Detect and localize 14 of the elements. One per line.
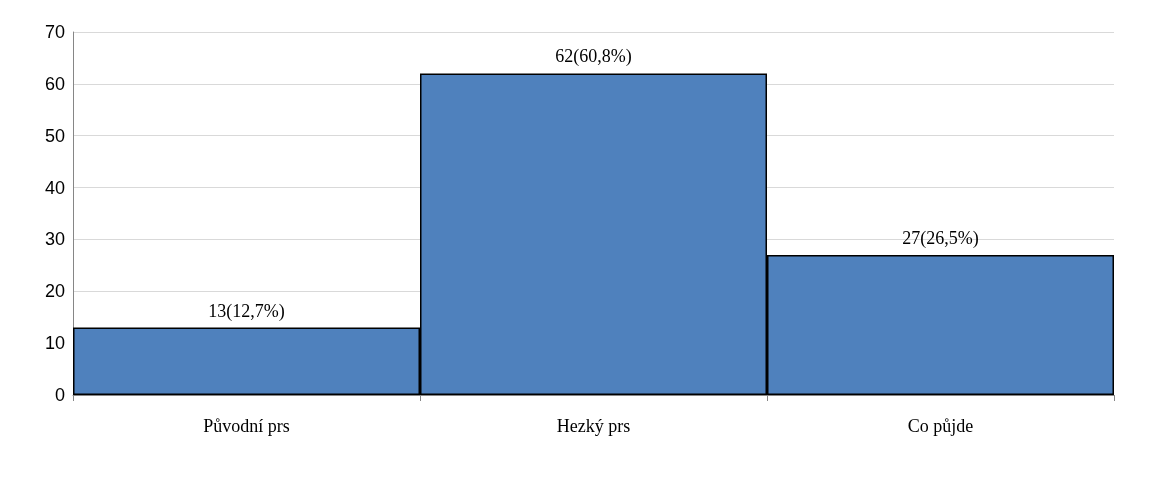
data-label: 27(26,5%): [902, 227, 979, 249]
data-label: 62(60,8%): [555, 46, 632, 68]
y-tick-label: 60: [44, 73, 65, 94]
x-tick-label: Původní prs: [203, 416, 290, 436]
x-tick-label: Hezký prs: [556, 416, 631, 436]
y-tick-label: 30: [44, 229, 65, 250]
y-tick-label: 0: [54, 385, 65, 405]
y-tick-label: 40: [44, 177, 65, 198]
x-tick-label: Co půjde: [907, 416, 974, 436]
data-label: 13(12,7%): [208, 300, 285, 322]
y-tick-label: 10: [44, 333, 65, 354]
y-tick-label: 50: [44, 125, 65, 146]
y-tick-label: 20: [44, 281, 65, 302]
y-tick-label: 70: [44, 22, 65, 42]
